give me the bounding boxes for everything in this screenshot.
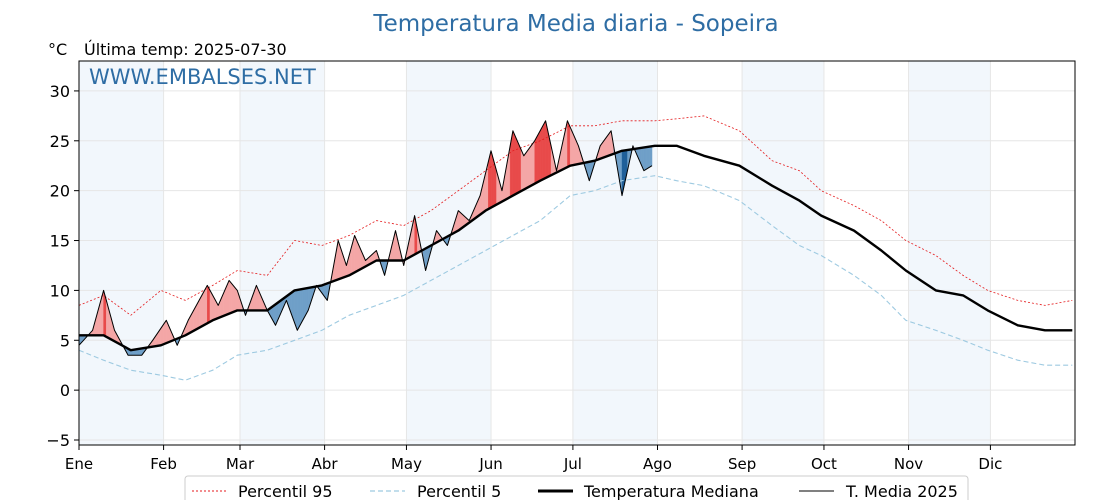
fill-above-median: [531, 140, 535, 186]
fill-above-median: [228, 279, 233, 314]
x-tick-label: Oct: [811, 455, 837, 473]
fill-above-median: [231, 283, 235, 313]
fill-above-median: [201, 290, 205, 327]
month-band: [406, 61, 492, 445]
x-tick-label: Nov: [894, 455, 923, 473]
fill-above-median: [234, 286, 238, 312]
month-band: [908, 61, 991, 445]
fill-above-median: [204, 285, 208, 326]
x-tick-label: Mar: [226, 455, 255, 473]
fill-above-median: [526, 147, 530, 189]
fill-above-median: [515, 136, 519, 195]
y-tick-label: 25: [50, 132, 70, 151]
month-band: [572, 61, 658, 445]
month-bands: [79, 61, 991, 445]
chart-title: Temperatura Media diaria - Sopeira: [372, 11, 778, 37]
fill-above-median: [537, 130, 541, 183]
fill-above-median: [529, 143, 533, 188]
last-temp-label: Última temp: 2025-07-30: [84, 40, 287, 59]
series-line-median: [79, 144, 1073, 352]
plot-frame: [78, 60, 1076, 446]
fill-below-median: [649, 145, 653, 168]
fill-above-median: [542, 120, 546, 180]
y-axis-ticks: −5 0 5 10 15 20 25 30: [46, 82, 79, 450]
month-band: [239, 61, 325, 445]
watermark: WWW.EMBALSES.NET: [89, 65, 316, 89]
month-band: [742, 61, 824, 445]
fill-above-median: [518, 143, 522, 193]
x-axis-ticks: Ene Feb Mar Abr May Jun Jul Ago Sep Oct Nov Dic: [65, 445, 1002, 473]
series-line-current: [78, 120, 653, 356]
legend-frame: [184, 475, 969, 500]
fill-below-median: [646, 146, 650, 170]
fill-below-median: [297, 289, 301, 331]
fill-above-median: [567, 120, 571, 168]
fill-above-median: [512, 130, 516, 196]
anomaly-fills: [78, 120, 653, 356]
x-tick-label: Sep: [728, 455, 756, 473]
x-tick-label: Ago: [643, 455, 672, 473]
x-tick-label: May: [391, 455, 422, 473]
fill-above-median: [207, 285, 211, 324]
x-tick-label: Feb: [150, 455, 177, 473]
fill-above-median: [539, 125, 544, 182]
series-lines: [78, 115, 1073, 381]
y-tick-label: 0: [60, 381, 70, 400]
y-tick-label: 15: [50, 232, 70, 251]
x-tick-label: Jun: [478, 455, 502, 473]
legend-label-p95: Percentil 95: [238, 482, 333, 500]
y-tick-label: 5: [60, 331, 70, 350]
legend: Percentil 95 Percentil 5 Temperatura Med…: [184, 475, 969, 500]
y-tick-label: 30: [50, 82, 70, 101]
x-tick-label: Dic: [978, 455, 1002, 473]
legend-label-current: T. Media 2025: [845, 482, 958, 500]
y-tick-label: 20: [50, 182, 70, 201]
fill-below-median: [299, 288, 303, 326]
x-tick-label: Ene: [65, 455, 93, 473]
x-tick-label: Jul: [563, 455, 582, 473]
series-line-p5: [78, 175, 1073, 381]
legend-label-p5: Percentil 5: [417, 482, 501, 500]
fill-below-median: [643, 146, 647, 172]
x-tick-label: Abr: [312, 455, 339, 473]
fill-above-median: [523, 151, 527, 191]
unit-label: °C: [48, 40, 67, 59]
month-band: [79, 61, 164, 445]
legend-label-median: Temperatura Mediana: [583, 482, 759, 500]
y-tick-label: −5: [46, 431, 70, 450]
y-tick-label: 10: [50, 281, 70, 300]
series-line-p95: [78, 115, 1073, 316]
